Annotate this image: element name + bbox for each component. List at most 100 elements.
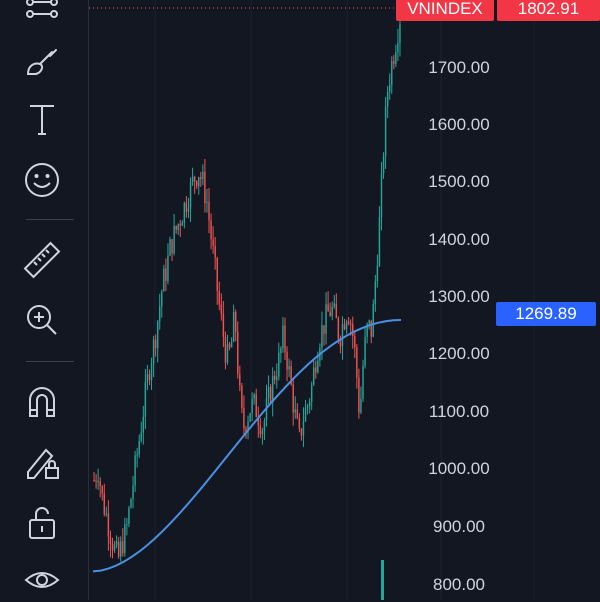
candle-body — [208, 201, 210, 221]
candle-body — [364, 336, 366, 366]
candle-body — [335, 303, 338, 319]
candle-body — [374, 281, 377, 304]
candle-body — [261, 431, 264, 435]
candle-body — [152, 339, 155, 364]
candle-body — [234, 311, 237, 332]
candle-body — [249, 413, 251, 422]
candle-body — [331, 306, 333, 316]
candle-body — [292, 384, 294, 413]
candle-body — [349, 323, 352, 325]
candle-body — [224, 336, 227, 363]
candle-body — [150, 363, 153, 381]
price-tick-label: 1200.00 — [428, 344, 490, 363]
candle-body — [111, 543, 114, 551]
candle-body — [126, 523, 128, 525]
price-tick-label: 1100.00 — [428, 402, 490, 421]
price-tick-label: 1500.00 — [428, 172, 490, 191]
candle-body — [222, 313, 225, 337]
candle-body — [122, 541, 124, 554]
candle-body — [358, 377, 360, 413]
visibility-tool[interactable] — [20, 558, 64, 602]
candle-body — [232, 311, 235, 342]
candle-body — [115, 541, 118, 545]
candle-body — [267, 386, 270, 399]
candle-body — [132, 485, 134, 500]
candle-body — [339, 339, 342, 347]
candle-body — [109, 536, 112, 544]
candle-body — [323, 325, 325, 334]
candle-body — [304, 407, 307, 422]
candle-body — [120, 541, 122, 557]
brush-tool[interactable] — [20, 40, 64, 84]
candle-body — [198, 177, 200, 187]
candle-body — [167, 255, 169, 281]
candle-body — [257, 416, 260, 426]
candle-body — [321, 325, 323, 348]
price-chart[interactable] — [89, 0, 600, 600]
eye-icon — [24, 572, 60, 588]
price-tick-label: 1000.00 — [428, 459, 490, 478]
candle-body — [161, 291, 163, 307]
candle-body — [378, 217, 381, 266]
candle-body — [366, 323, 368, 337]
drawing-toolbar — [0, 0, 89, 600]
candle-body — [124, 524, 126, 554]
price-tick-label: 1300.00 — [428, 287, 490, 306]
text-icon — [30, 105, 54, 135]
price-tick-label: 1600.00 — [428, 115, 490, 134]
candle-body — [263, 421, 266, 432]
candle-body — [286, 351, 288, 370]
candle-body — [144, 382, 147, 417]
candle-body — [134, 455, 136, 486]
unlock-tool[interactable] — [20, 500, 64, 544]
candle-body — [204, 171, 206, 204]
candle-body — [247, 421, 249, 432]
candle-body — [241, 385, 243, 409]
candle-body — [105, 513, 108, 515]
candle-body — [271, 375, 274, 403]
candle-body — [278, 352, 280, 377]
toolbar-divider — [26, 361, 74, 362]
candle-body — [117, 541, 120, 557]
candle-body — [165, 268, 167, 281]
unlock-icon — [29, 507, 55, 539]
emoji-tool[interactable] — [20, 158, 64, 202]
candle-body — [138, 440, 140, 455]
candle-body — [395, 52, 397, 64]
price-tick-label: 800.00 — [433, 575, 485, 594]
candle-body — [230, 341, 233, 348]
candle-body — [298, 418, 301, 429]
candle-body — [214, 246, 216, 258]
candle-body — [337, 318, 340, 340]
candle-body — [288, 366, 290, 370]
candle-body — [274, 375, 276, 380]
candle-body — [376, 265, 379, 282]
zoom-tool[interactable] — [20, 298, 64, 342]
candle-body — [251, 398, 253, 414]
candle-body — [345, 321, 348, 330]
candle-body — [191, 176, 194, 183]
candle-body — [195, 181, 198, 187]
trend-line-tool[interactable] — [20, 0, 64, 30]
candle-body — [360, 398, 362, 413]
candle-body — [333, 303, 335, 307]
candle-body — [136, 454, 138, 456]
lock-drawings-tool[interactable] — [20, 440, 64, 484]
candle-body — [269, 386, 272, 403]
candle-body — [187, 208, 190, 212]
candle-body — [276, 376, 278, 380]
text-tool[interactable] — [20, 98, 64, 142]
candle-body — [302, 421, 305, 436]
candle-body — [354, 336, 356, 348]
brush-icon — [26, 49, 57, 75]
candle-body — [206, 201, 208, 204]
candle-body — [253, 394, 255, 399]
magnet-icon — [29, 387, 55, 417]
candle-body — [239, 374, 241, 386]
candle-body — [163, 268, 165, 292]
magnet-tool[interactable] — [20, 380, 64, 424]
ruler-tool[interactable] — [20, 238, 64, 282]
candle-body — [202, 171, 204, 180]
candle-body — [107, 513, 110, 537]
chart-area[interactable] — [89, 0, 600, 600]
